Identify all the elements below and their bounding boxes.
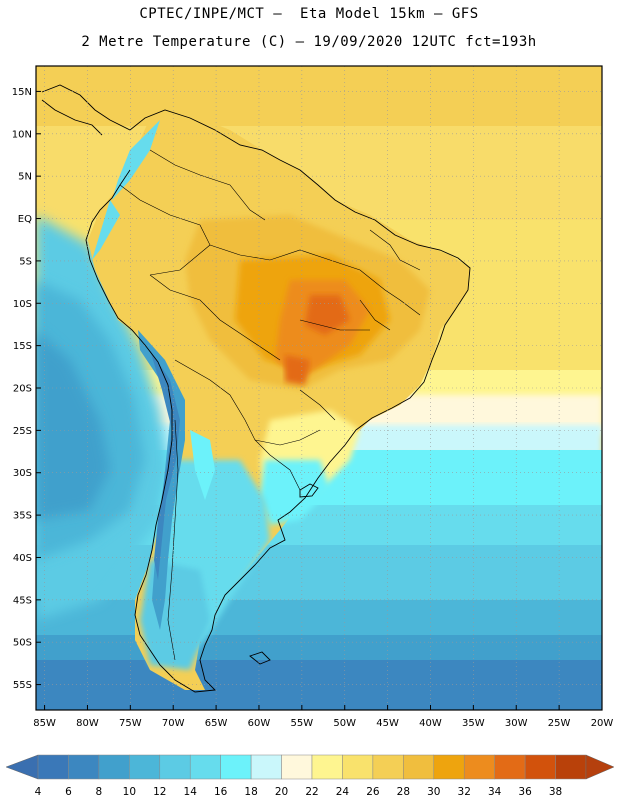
colorbar-label: 16 <box>214 786 228 798</box>
colorbar-label: 26 <box>366 786 380 798</box>
lon-label: 80W <box>76 718 99 729</box>
lat-label: 50S <box>13 638 32 649</box>
colorbar-swatch <box>129 754 161 780</box>
lat-label: 40S <box>13 553 32 564</box>
colorbar-label: 28 <box>397 786 410 798</box>
colorbar-label: 34 <box>488 786 502 798</box>
colorbar-swatch <box>68 754 100 780</box>
lat-label: 10S <box>13 299 32 310</box>
lon-label: 35W <box>462 718 485 729</box>
colorbar-label: 12 <box>153 786 166 798</box>
lon-label: 60W <box>248 718 271 729</box>
lon-label: 50W <box>333 718 356 729</box>
longitude-axis: 85W 80W 75W 70W 65W 60W 55W 50W 45W 40W 35W 30W 25W 2… <box>33 705 613 729</box>
colorbar: 4 6 8 10 12 14 16 18 20 22 24 26 28 30 32 34 36 38 <box>5 754 615 798</box>
colorbar-swatch <box>311 754 343 780</box>
colorbar-label: 8 <box>96 786 103 798</box>
colorbar-swatch <box>494 754 526 780</box>
colorbar-swatch <box>281 754 313 780</box>
lat-label: 5N <box>18 172 32 183</box>
coastlines <box>41 84 471 693</box>
lon-label: 65W <box>205 718 228 729</box>
colorbar-label: 22 <box>305 786 318 798</box>
lon-label: 55W <box>291 718 314 729</box>
colorbar-label: 30 <box>427 786 440 798</box>
colorbar-label: 20 <box>275 786 288 798</box>
lon-label: 40W <box>419 718 442 729</box>
colorbar-swatch <box>189 754 221 780</box>
colorbar-label: 6 <box>65 786 72 798</box>
lat-label: 15N <box>12 87 32 98</box>
colorbar-swatch <box>555 754 587 780</box>
colorbar-swatch <box>433 754 465 780</box>
colorbar-label: 36 <box>518 786 532 798</box>
colorbar-label: 14 <box>184 786 198 798</box>
colorbar-swatch <box>37 754 69 780</box>
colorbar-label: 38 <box>549 786 562 798</box>
country-borders <box>119 149 421 661</box>
colorbar-label: 10 <box>123 786 136 798</box>
colorbar-swatch <box>403 754 435 780</box>
map-title-line-1: CPTEC/INPE/MCT – Eta Model 15km – GFS <box>139 6 479 22</box>
latitude-axis: 15N 10N 5N EQ 5S 10S 15S 20S 25S 30S 35S 40S 45S 50S 5… <box>12 87 41 691</box>
lat-label: 10N <box>12 129 32 140</box>
lon-label: 70W <box>162 718 185 729</box>
colorbar-swatch <box>463 754 495 780</box>
colorbar-label: 18 <box>244 786 257 798</box>
lat-label: 35S <box>13 511 32 522</box>
lat-label: 15S <box>13 341 32 352</box>
colorbar-right-arrow <box>585 754 615 780</box>
lon-label: 75W <box>119 718 142 729</box>
colorbar-swatch <box>220 754 252 780</box>
lat-label: 25S <box>13 426 32 437</box>
lat-label: 30S <box>13 468 32 479</box>
colorbar-label: 4 <box>35 786 42 798</box>
lon-label: 85W <box>33 718 56 729</box>
colorbar-swatch <box>159 754 191 780</box>
lat-label: 45S <box>13 595 32 606</box>
lon-label: 25W <box>548 718 571 729</box>
lat-label: 20S <box>13 384 32 395</box>
colorbar-swatch <box>342 754 374 780</box>
lon-label: 45W <box>376 718 399 729</box>
colorbar-left-arrow <box>5 754 39 780</box>
lat-label: 5S <box>19 256 32 267</box>
map-title-line-2: 2 Metre Temperature (C) – 19/09/2020 12U… <box>81 34 537 50</box>
colorbar-swatch <box>372 754 404 780</box>
lat-label: 55S <box>13 680 32 691</box>
lon-label: 30W <box>505 718 528 729</box>
colorbar-label: 32 <box>458 786 471 798</box>
colorbar-label: 24 <box>336 786 350 798</box>
lat-label: EQ <box>18 214 32 225</box>
colorbar-swatch <box>250 754 282 780</box>
lon-label: 20W <box>591 718 614 729</box>
colorbar-swatch <box>98 754 130 780</box>
colorbar-swatch <box>524 754 556 780</box>
